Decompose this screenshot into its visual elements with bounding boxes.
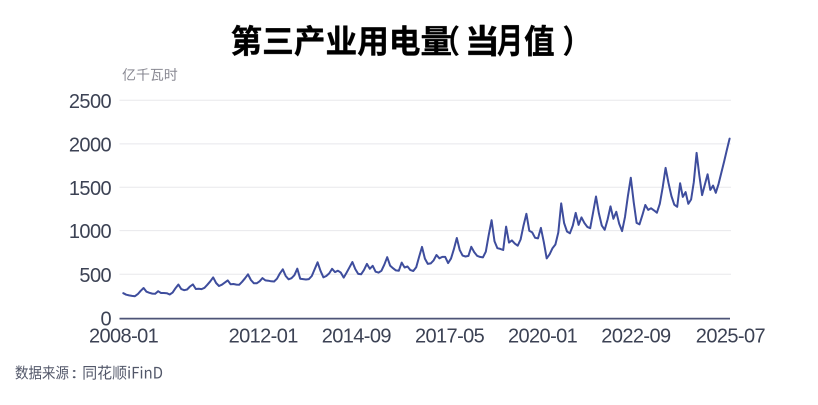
svg-text:2025-07: 2025-07 bbox=[696, 326, 766, 348]
svg-text:2012-01: 2012-01 bbox=[229, 326, 299, 348]
svg-text:2008-01: 2008-01 bbox=[89, 326, 159, 348]
svg-text:2020-01: 2020-01 bbox=[508, 326, 578, 348]
svg-text:2022-09: 2022-09 bbox=[601, 326, 671, 348]
svg-text:2000: 2000 bbox=[69, 135, 112, 157]
svg-text:0: 0 bbox=[100, 308, 111, 330]
svg-text:1000: 1000 bbox=[69, 221, 112, 243]
svg-text:2500: 2500 bbox=[69, 91, 112, 113]
svg-text:1500: 1500 bbox=[69, 178, 112, 200]
svg-text:2017-05: 2017-05 bbox=[415, 326, 485, 348]
svg-text:500: 500 bbox=[79, 265, 111, 287]
svg-text:2014-09: 2014-09 bbox=[322, 326, 392, 348]
